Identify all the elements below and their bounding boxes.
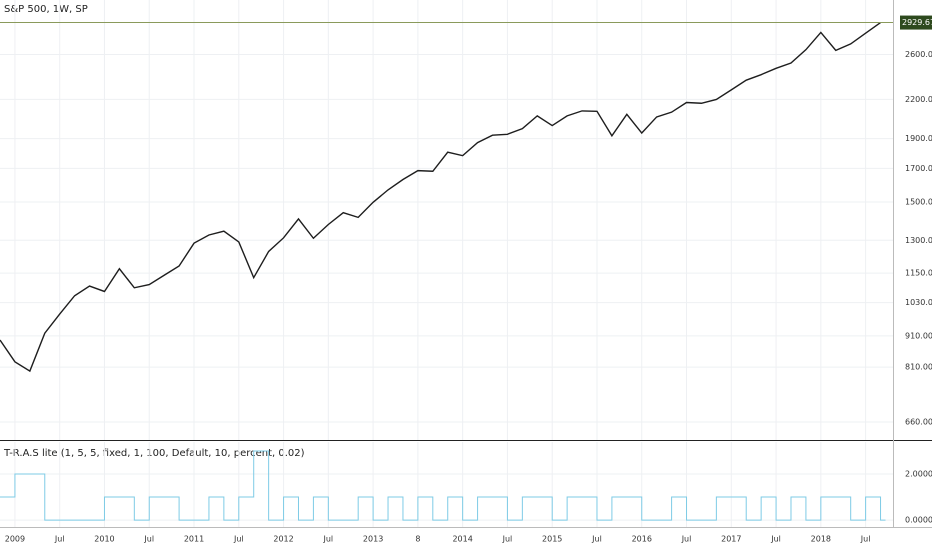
y-tick-label: 660.00 — [905, 417, 932, 426]
y-tick-label: 1030.00 — [905, 298, 932, 307]
y-tick-label: 1900.00 — [905, 134, 932, 143]
series-line — [0, 21, 881, 373]
y-tick-label: 2.0000 — [905, 470, 932, 479]
y-tick-label: 1500.00 — [905, 197, 932, 206]
x-tick-label: Jul — [591, 535, 602, 544]
x-tick-label: 8 — [415, 535, 420, 544]
x-tick-label: 2017 — [721, 535, 741, 544]
x-tick-label: Jul — [502, 535, 513, 544]
series-line — [0, 450, 886, 521]
x-tick-label: 2015 — [542, 535, 562, 544]
last-price-label: 2929.67 — [902, 18, 932, 27]
indicator-title: T-R.A.S lite (1, 5, 5, fixed, 1, 100, De… — [3, 448, 305, 459]
x-tick-label: 2016 — [632, 535, 652, 544]
last-price-box — [900, 15, 932, 30]
x-tick-label: Jul — [860, 535, 871, 544]
y-tick-label: 1700.00 — [905, 164, 932, 173]
y-tick-label: 0.0000 — [905, 516, 932, 525]
x-tick-label: Jul — [681, 535, 692, 544]
x-tick-label: Jul — [323, 535, 334, 544]
x-tick-label: 2011 — [184, 535, 204, 544]
x-tick-label: 2012 — [273, 535, 293, 544]
x-tick-label: 2018 — [811, 535, 831, 544]
x-tick-label: 2013 — [363, 535, 383, 544]
y-tick-label: 2200.00 — [905, 95, 932, 104]
x-tick-label: Jul — [770, 535, 781, 544]
x-tick-label: Jul — [233, 535, 244, 544]
x-tick-label: 2010 — [94, 535, 114, 544]
y-tick-label: 810.00 — [905, 363, 932, 372]
x-tick-label: Jul — [54, 535, 65, 544]
chart-title: S&P 500, 1W, SP — [4, 4, 88, 15]
y-tick-label: 1300.00 — [905, 236, 932, 245]
x-tick-label: Jul — [143, 535, 154, 544]
y-tick-label: 2600.00 — [905, 50, 932, 59]
y-tick-label: 1150.00 — [905, 269, 932, 278]
y-tick-label: 910.00 — [905, 331, 932, 340]
x-tick-label: 2014 — [452, 535, 472, 544]
x-tick-label: 2009 — [5, 535, 25, 544]
